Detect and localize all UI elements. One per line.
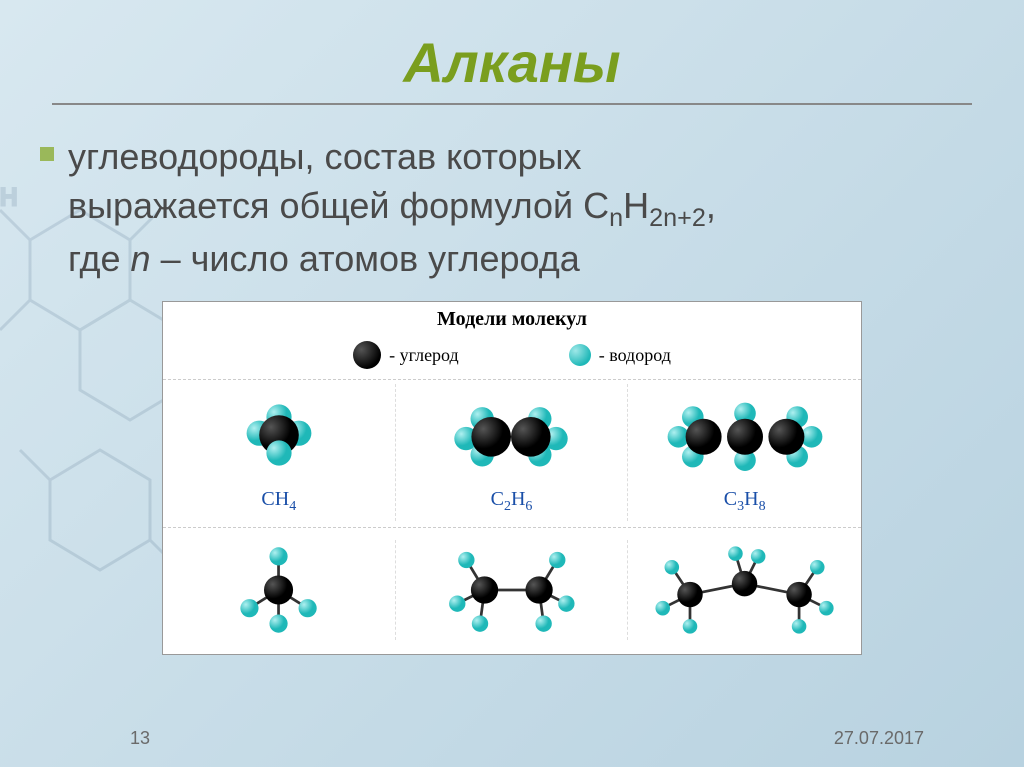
table-title: Модели молекул <box>163 302 861 335</box>
ballstick-c2h6 <box>396 540 629 640</box>
legend-hydrogen: - водород <box>569 341 671 369</box>
hydrogen-atom-icon <box>569 344 591 366</box>
body-line2c: , <box>706 185 716 226</box>
title-underline <box>52 103 972 105</box>
body-n-italic: n <box>131 238 151 279</box>
spacefill-row: CH4 C2H6 <box>163 379 861 528</box>
body-sub-2n2: 2n+2 <box>649 204 706 232</box>
legend-hydrogen-label: - водород <box>599 345 671 366</box>
bullet-icon <box>40 147 54 161</box>
slide-title: Алканы <box>40 30 984 95</box>
molecule-table: Модели молекул - углерод - водород <box>162 301 862 655</box>
body-line3a: где <box>68 238 131 279</box>
c2h6-spacefill-svg <box>439 390 583 480</box>
c3h8-spacefill-svg <box>655 390 835 480</box>
footer-date: 27.07.2017 <box>834 728 924 749</box>
body-line1: углеводороды, состав которых <box>68 136 582 177</box>
ballstick-c3h8 <box>628 540 861 640</box>
ballstick-row <box>163 528 861 654</box>
slide-container: Алканы углеводороды, состав которых выра… <box>0 0 1024 767</box>
body-sub-n: n <box>609 204 623 232</box>
ch4-label: CH4 <box>261 488 296 515</box>
page-number: 13 <box>130 728 150 749</box>
legend-carbon-label: - углерод <box>389 345 459 366</box>
body-text: углеводороды, состав которых выражается … <box>68 133 964 283</box>
spacefill-ch4: CH4 <box>163 384 396 521</box>
body-line2a: выражается общей формулой C <box>68 185 609 226</box>
body-line2b: H <box>623 185 649 226</box>
c3h8-stick-svg <box>640 540 849 640</box>
carbon-atom-icon <box>353 341 381 369</box>
ch4-stick-svg <box>224 540 333 640</box>
c3h8-label: C3H8 <box>724 488 766 515</box>
ch4-spacefill-svg <box>225 390 333 480</box>
spacefill-c3h8: C3H8 <box>628 384 861 521</box>
spacefill-c2h6: C2H6 <box>396 384 629 521</box>
body-line3b: – число атомов углерода <box>151 238 580 279</box>
legend-row: - углерод - водород <box>163 335 861 379</box>
ballstick-ch4 <box>163 540 396 640</box>
c2h6-label: C2H6 <box>491 488 533 515</box>
legend-carbon: - углерод <box>353 341 459 369</box>
footer: 13 27.07.2017 <box>0 728 1024 749</box>
c2h6-stick-svg <box>430 540 594 640</box>
